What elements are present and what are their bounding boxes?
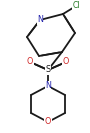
Text: O: O [45,117,51,126]
Text: S: S [45,65,51,74]
Text: O: O [27,57,33,66]
Text: O: O [63,57,69,66]
Text: Cl: Cl [72,1,80,11]
Text: N: N [37,16,43,24]
Text: N: N [45,82,51,90]
